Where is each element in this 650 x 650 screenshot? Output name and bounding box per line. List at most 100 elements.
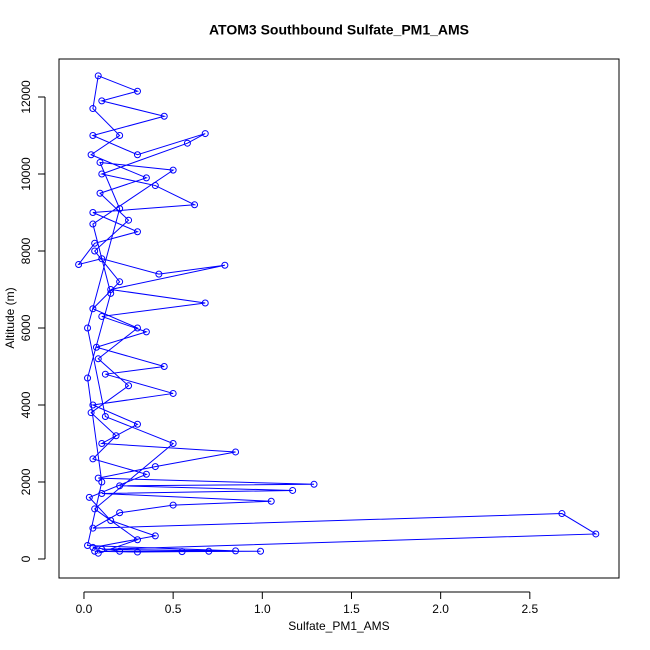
data-point xyxy=(116,131,124,139)
data-point xyxy=(125,382,133,390)
data-point xyxy=(91,239,99,247)
data-point xyxy=(101,370,109,378)
y-tick-label: 6000 xyxy=(19,314,33,341)
data-point xyxy=(205,547,213,555)
y-tick-label: 8000 xyxy=(19,237,33,264)
data-point xyxy=(87,151,95,159)
data-point xyxy=(98,439,106,447)
data-point xyxy=(142,174,150,182)
data-point xyxy=(94,72,102,80)
data-point xyxy=(98,478,106,486)
data-point xyxy=(160,112,168,120)
data-point xyxy=(116,205,124,213)
y-tick-label: 4000 xyxy=(19,391,33,418)
data-point xyxy=(116,547,124,555)
data-point xyxy=(84,374,92,382)
data-point xyxy=(84,324,92,332)
data-point xyxy=(201,130,209,138)
data-point xyxy=(89,220,97,228)
data-point xyxy=(232,448,240,456)
data-point xyxy=(151,182,159,190)
data-point xyxy=(96,189,104,197)
data-point xyxy=(221,261,229,269)
x-tick-label: 1.5 xyxy=(343,602,360,616)
data-point xyxy=(98,170,106,178)
chart-title: ATOM3 Southbound Sulfate_PM1_AMS xyxy=(209,22,469,38)
data-point xyxy=(96,158,104,166)
plot-frame xyxy=(58,58,620,579)
data-point xyxy=(558,510,566,518)
data-point xyxy=(592,530,600,538)
data-point xyxy=(92,343,100,351)
data-point xyxy=(116,482,124,490)
data-point xyxy=(89,105,97,113)
data-point xyxy=(142,470,150,478)
y-tick-label: 0 xyxy=(19,555,33,562)
x-tick-label: 0.5 xyxy=(165,602,182,616)
data-point xyxy=(107,289,115,297)
data-point xyxy=(133,548,141,556)
data-point xyxy=(75,260,83,268)
data-point xyxy=(89,208,97,216)
data-point xyxy=(191,201,199,209)
data-point xyxy=(89,524,97,532)
data-point xyxy=(133,151,141,159)
data-point xyxy=(116,278,124,286)
data-point xyxy=(107,516,115,524)
data-point xyxy=(310,480,318,488)
data-point xyxy=(151,532,159,540)
y-tick-label: 2000 xyxy=(19,468,33,495)
data-point xyxy=(101,413,109,421)
y-axis-label: Altitude (m) xyxy=(3,287,17,348)
x-axis-label: Sulfate_PM1_AMS xyxy=(288,619,389,633)
y-tick-label: 10000 xyxy=(19,157,33,191)
y-tick-label: 12000 xyxy=(19,80,33,114)
data-point xyxy=(151,463,159,471)
data-point xyxy=(133,420,141,428)
data-point xyxy=(98,255,106,263)
x-tick-label: 0.0 xyxy=(76,602,93,616)
data-point xyxy=(84,542,92,550)
data-point xyxy=(87,409,95,417)
data-point xyxy=(169,501,177,509)
data-point xyxy=(98,490,106,498)
data-point xyxy=(133,324,141,332)
data-point xyxy=(183,139,191,147)
data-point xyxy=(201,299,209,307)
x-tick-label: 1.0 xyxy=(254,602,271,616)
x-tick-label: 2.5 xyxy=(521,602,538,616)
data-point xyxy=(289,486,297,494)
data-point xyxy=(89,305,97,313)
data-point xyxy=(155,270,163,278)
data-point xyxy=(142,328,150,336)
data-point xyxy=(112,432,120,440)
data-point xyxy=(116,509,124,517)
data-point xyxy=(169,439,177,447)
data-point xyxy=(91,547,99,555)
data-point xyxy=(232,547,240,555)
data-point xyxy=(160,362,168,370)
data-point xyxy=(89,455,97,463)
data-point xyxy=(133,87,141,95)
data-point xyxy=(98,97,106,105)
data-point xyxy=(125,216,133,224)
data-point xyxy=(107,285,115,293)
data-point xyxy=(133,536,141,544)
data-point xyxy=(98,312,106,320)
data-point xyxy=(94,549,102,557)
data-point xyxy=(85,493,93,501)
data-point xyxy=(133,228,141,236)
data-point xyxy=(94,474,102,482)
data-point xyxy=(98,545,106,553)
data-point xyxy=(89,131,97,139)
data-point xyxy=(94,355,102,363)
data-line xyxy=(77,75,598,554)
data-point xyxy=(169,389,177,397)
x-tick-label: 2.0 xyxy=(432,602,449,616)
data-point xyxy=(178,548,186,556)
data-point xyxy=(89,401,97,409)
data-point xyxy=(267,497,275,505)
